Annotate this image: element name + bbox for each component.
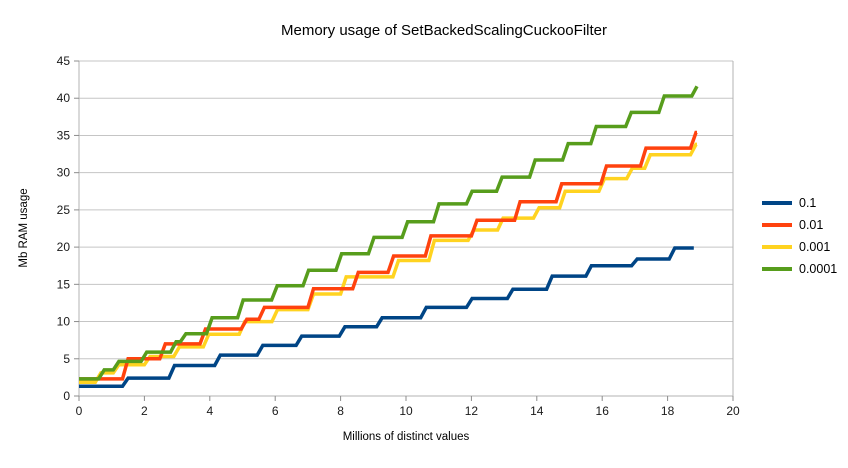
y-axis-title: Mb RAM usage xyxy=(18,188,30,268)
series-line-0.1 xyxy=(79,246,694,389)
chart-title: Memory usage of SetBackedScalingCuckooFi… xyxy=(281,22,607,39)
y-tick-label-35: 35 xyxy=(57,128,71,142)
y-tick-label-15: 15 xyxy=(57,277,71,291)
x-tick-label-8: 8 xyxy=(337,404,344,418)
y-tick-label-0: 0 xyxy=(63,389,70,403)
series-line-0.01 xyxy=(79,130,698,381)
x-tick-label-20: 20 xyxy=(726,404,740,418)
x-tick-label-10: 10 xyxy=(399,404,413,418)
ticks: 0 2 4 6 8 10 12 14 16 18 20 0 5 10 15 20 25 30 35 40 45 xyxy=(57,54,740,418)
legend-swatch-0.001 xyxy=(762,245,792,249)
x-tick-label-18: 18 xyxy=(661,404,675,418)
x-tick-label-12: 12 xyxy=(465,404,479,418)
x-tick-label-4: 4 xyxy=(206,404,213,418)
legend-label-0.1: 0.1 xyxy=(799,196,817,210)
y-tick-label-5: 5 xyxy=(63,352,70,366)
y-tick-label-25: 25 xyxy=(57,203,71,217)
legend-item-0.0001: 0.0001 xyxy=(762,258,837,280)
legend-label-0.001: 0.001 xyxy=(799,240,831,254)
y-tick-label-10: 10 xyxy=(57,315,71,329)
x-tick-label-16: 16 xyxy=(596,404,610,418)
legend: 0.1 0.01 0.001 0.0001 xyxy=(762,192,837,280)
x-tick-label-6: 6 xyxy=(272,404,279,418)
y-tick-label-45: 45 xyxy=(57,54,71,68)
x-tick-label-14: 14 xyxy=(530,404,544,418)
x-axis-title: Millions of distinct values xyxy=(342,431,470,443)
series-line-0.0001 xyxy=(79,85,699,381)
y-tick-label-30: 30 xyxy=(57,166,71,180)
legend-swatch-0.1 xyxy=(762,201,792,205)
x-tick-label-2: 2 xyxy=(141,404,148,418)
legend-item-0.1: 0.1 xyxy=(762,192,837,214)
legend-swatch-0.01 xyxy=(762,223,792,227)
legend-item-0.01: 0.01 xyxy=(762,214,837,236)
y-tick-label-40: 40 xyxy=(57,91,71,105)
y-tick-label-20: 20 xyxy=(57,240,71,254)
legend-label-0.01: 0.01 xyxy=(799,218,824,232)
gridlines xyxy=(79,60,733,397)
legend-swatch-0.0001 xyxy=(762,267,792,271)
legend-item-0.001: 0.001 xyxy=(762,236,837,258)
x-tick-label-0: 0 xyxy=(76,404,83,418)
legend-label-0.0001: 0.0001 xyxy=(799,262,838,276)
